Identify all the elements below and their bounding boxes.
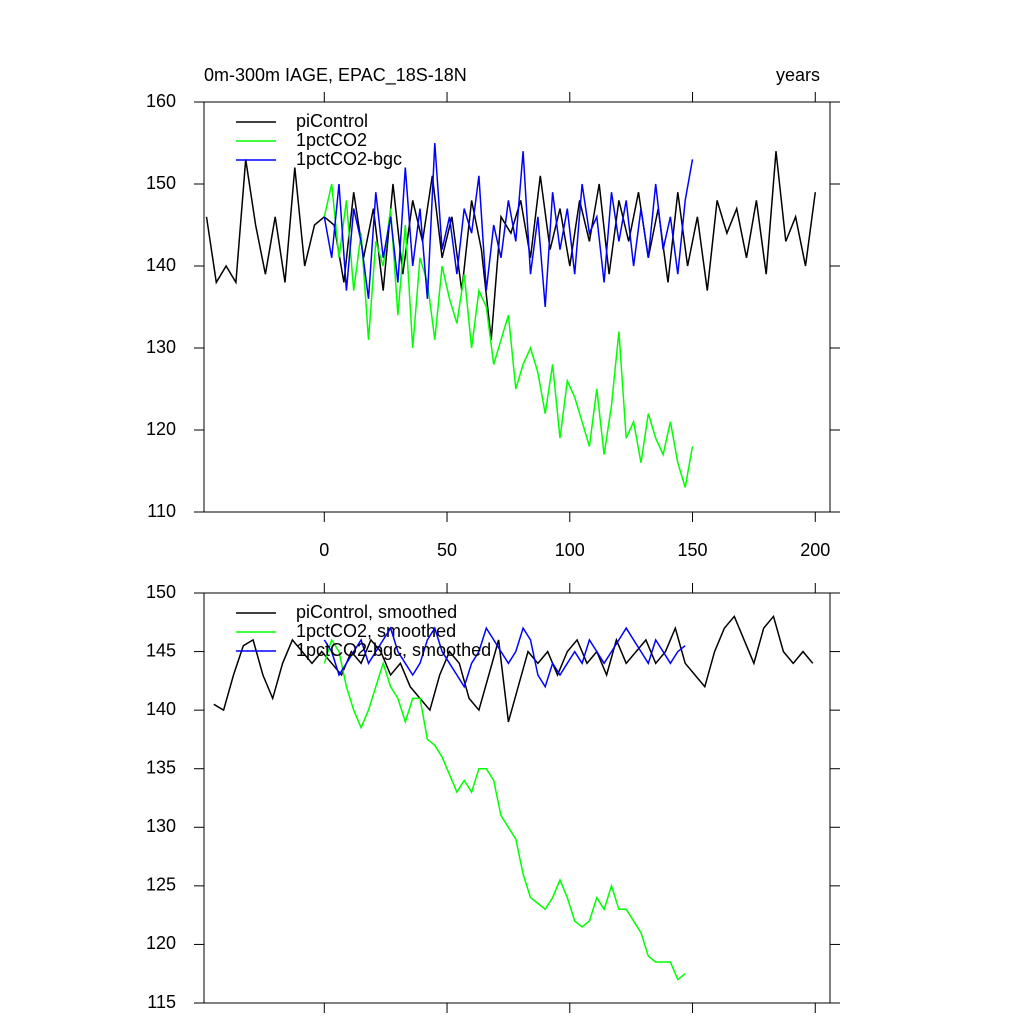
y-tick-label: 140 [146,699,176,719]
y-tick-label: 120 [146,933,176,953]
plot-frame [203,101,831,513]
data-line [323,638,686,981]
y-tick-label: 120 [146,419,176,439]
legend-label: 1pctCO2-bgc [296,149,402,169]
x-tick-label: 100 [555,540,585,560]
plot-frame [203,592,831,1004]
chart-title: 0m-300m IAGE, EPAC_18S-18N [204,65,467,86]
y-tick-label: 135 [146,757,176,777]
x-tick-label: 0 [319,540,329,560]
y-tick-label: 115 [147,992,176,1012]
y-tick-label: 130 [146,816,176,836]
legend-label: 1pctCO2-bgc, smoothed [296,640,491,660]
data-line [213,614,814,723]
y-tick-label: 130 [146,337,176,357]
chart-right-title: years [776,65,820,85]
x-tick-label: 50 [437,540,457,560]
x-tick-label: 150 [678,540,708,560]
y-tick-label: 145 [146,640,176,660]
data-line [205,151,817,340]
y-tick-label: 160 [146,91,176,111]
y-tick-label: 125 [146,875,176,895]
data-line [323,626,686,689]
legend-label: piControl, smoothed [296,602,457,622]
legend-label: 1pctCO2, smoothed [296,621,456,641]
data-line [323,142,694,308]
y-tick-label: 150 [146,582,176,602]
y-tick-label: 110 [147,501,176,521]
legend-label: 1pctCO2 [296,130,367,150]
y-tick-label: 150 [146,173,176,193]
x-tick-label: 200 [800,540,830,560]
y-tick-label: 140 [146,255,176,275]
legend-label: piControl [296,111,368,131]
